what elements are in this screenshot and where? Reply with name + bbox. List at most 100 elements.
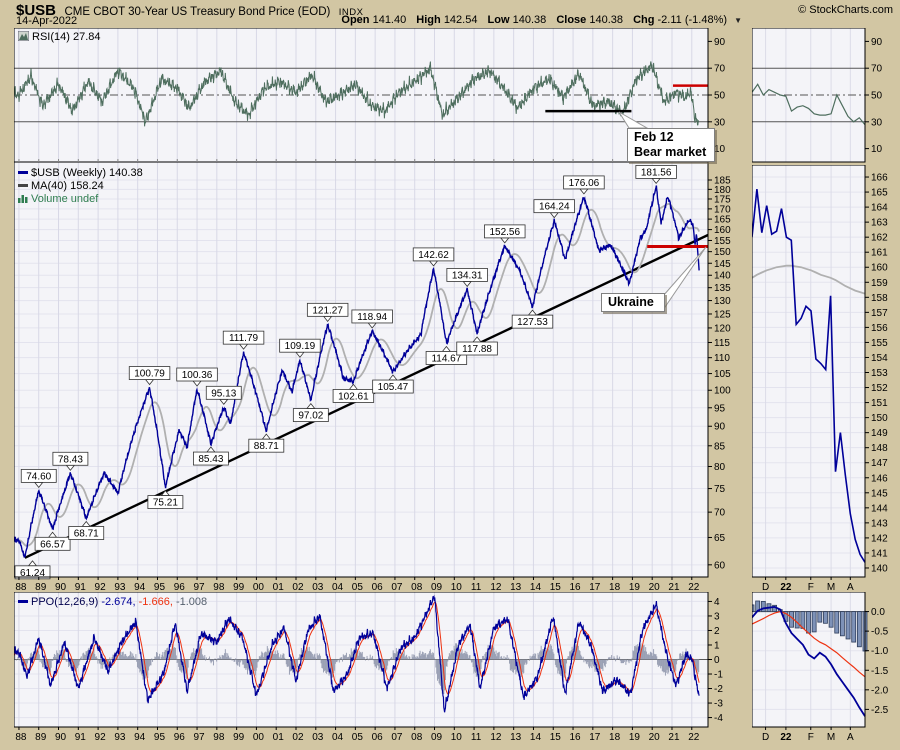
svg-text:100: 100 <box>714 386 731 397</box>
bear-market-line1: Feb 12 <box>634 130 674 144</box>
svg-text:94: 94 <box>134 732 146 743</box>
svg-text:65: 65 <box>714 533 726 544</box>
svg-text:06: 06 <box>372 732 384 743</box>
svg-text:155: 155 <box>714 236 731 247</box>
svg-text:68.71: 68.71 <box>74 528 99 539</box>
svg-text:-2.0: -2.0 <box>871 685 889 696</box>
svg-text:142.62: 142.62 <box>418 250 449 261</box>
svg-text:90: 90 <box>55 582 67 593</box>
svg-text:99: 99 <box>233 582 245 593</box>
svg-text:164: 164 <box>871 203 888 214</box>
ppo-legend: PPO(12,26,9) -2.674, -1.666, -1.008 <box>18 596 207 609</box>
svg-text:111.79: 111.79 <box>229 333 259 344</box>
price-panel: 61.24 74.60 66.57 78.43 68.71 100.79 75.21 100.… <box>14 162 744 594</box>
low-label: Low <box>487 14 510 26</box>
svg-text:98: 98 <box>213 732 225 743</box>
copyright-label: © StockCharts.com <box>798 4 893 16</box>
svg-text:18: 18 <box>609 732 621 743</box>
svg-text:90: 90 <box>871 37 883 48</box>
rsi-legend-label: RSI(14) 27.84 <box>32 31 101 43</box>
svg-text:01: 01 <box>273 582 285 593</box>
close-label: Close <box>556 14 587 26</box>
svg-text:04: 04 <box>332 582 344 593</box>
svg-text:89: 89 <box>35 732 47 743</box>
chevron-down-icon[interactable]: ▼ <box>734 16 742 25</box>
svg-text:14: 14 <box>530 582 542 593</box>
svg-text:159: 159 <box>871 278 888 289</box>
svg-text:95: 95 <box>154 582 166 593</box>
svg-text:96: 96 <box>174 732 186 743</box>
svg-text:180: 180 <box>714 185 731 196</box>
price-legend: $USB (Weekly) 140.38 MA(40) 158.24 Volum… <box>18 167 143 206</box>
svg-text:135: 135 <box>714 283 731 294</box>
svg-text:D: D <box>762 732 769 743</box>
svg-text:85.43: 85.43 <box>198 454 223 465</box>
svg-text:164.24: 164.24 <box>539 202 570 213</box>
svg-text:176.06: 176.06 <box>569 178 600 189</box>
svg-text:120: 120 <box>714 323 731 334</box>
svg-text:99: 99 <box>233 732 245 743</box>
svg-text:91: 91 <box>75 732 87 743</box>
svg-text:109.19: 109.19 <box>285 341 316 352</box>
svg-text:142: 142 <box>871 533 888 544</box>
svg-text:10: 10 <box>451 582 463 593</box>
svg-text:150: 150 <box>871 413 888 424</box>
svg-text:01: 01 <box>273 732 285 743</box>
svg-text:70: 70 <box>871 64 883 75</box>
svg-text:148: 148 <box>871 443 888 454</box>
svg-text:145: 145 <box>714 259 731 270</box>
svg-text:141: 141 <box>871 548 888 559</box>
ppo-value-1: -2.674, <box>101 596 136 608</box>
price-zoom-panel: 166 165 164 163 162 161 160 159 158 157 156 155 154 1… <box>752 165 900 594</box>
svg-text:110: 110 <box>714 353 730 364</box>
svg-text:90: 90 <box>714 37 726 48</box>
svg-text:74.60: 74.60 <box>26 471 51 482</box>
svg-text:117.88: 117.88 <box>462 344 492 355</box>
svg-text:11: 11 <box>471 732 482 743</box>
svg-text:130: 130 <box>714 296 731 307</box>
svg-text:05: 05 <box>352 732 364 743</box>
svg-text:30: 30 <box>871 117 883 128</box>
svg-text:100.36: 100.36 <box>182 370 213 381</box>
svg-text:A: A <box>847 732 854 743</box>
volume-bars-icon <box>18 194 28 203</box>
svg-text:88: 88 <box>15 582 27 593</box>
svg-text:0.0: 0.0 <box>871 607 885 618</box>
svg-text:140: 140 <box>871 563 888 574</box>
svg-text:95: 95 <box>714 403 726 414</box>
svg-text:70: 70 <box>714 64 726 75</box>
svg-text:95: 95 <box>154 732 166 743</box>
svg-text:22: 22 <box>780 582 792 593</box>
svg-text:14: 14 <box>530 732 542 743</box>
svg-text:10: 10 <box>871 144 883 155</box>
svg-text:147: 147 <box>871 458 888 469</box>
svg-text:166: 166 <box>871 173 888 184</box>
svg-text:18: 18 <box>609 582 621 593</box>
exchange-label: INDX <box>338 7 364 18</box>
svg-text:121.27: 121.27 <box>312 305 343 316</box>
svg-text:75.21: 75.21 <box>153 498 178 509</box>
svg-text:17: 17 <box>589 732 601 743</box>
svg-text:M: M <box>827 582 835 593</box>
volume-legend-label: Volume undef <box>31 193 99 205</box>
svg-text:F: F <box>808 582 814 593</box>
ppo-value-2: -1.666, <box>138 596 173 608</box>
svg-text:04: 04 <box>332 732 344 743</box>
svg-text:127.53: 127.53 <box>517 317 548 328</box>
svg-text:30: 30 <box>714 117 726 128</box>
svg-text:-1: -1 <box>714 670 723 681</box>
svg-text:175: 175 <box>714 194 731 205</box>
svg-text:17: 17 <box>589 582 601 593</box>
svg-text:88.71: 88.71 <box>254 441 279 452</box>
svg-text:0: 0 <box>714 655 720 666</box>
svg-text:-1.0: -1.0 <box>871 646 889 657</box>
svg-text:170: 170 <box>714 204 731 215</box>
svg-text:-2: -2 <box>714 684 723 695</box>
svg-text:143: 143 <box>871 518 888 529</box>
svg-text:11: 11 <box>471 582 482 593</box>
svg-text:90: 90 <box>714 422 726 433</box>
svg-text:20: 20 <box>649 582 661 593</box>
svg-text:102.61: 102.61 <box>338 391 369 402</box>
svg-text:12: 12 <box>490 732 502 743</box>
